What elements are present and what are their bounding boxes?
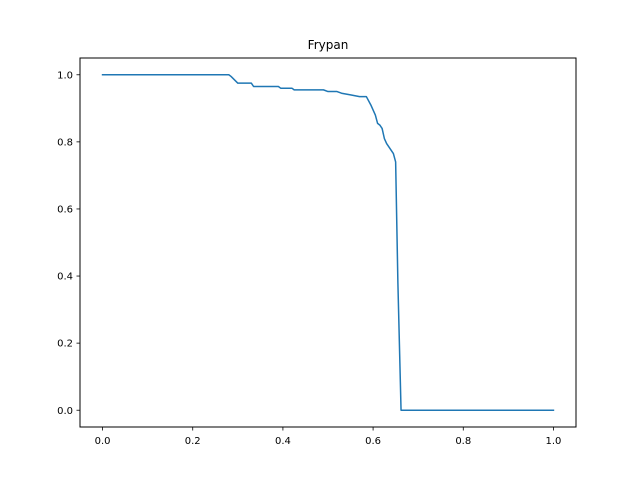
y-tick-label: 0.6 (57, 205, 73, 216)
x-tick-label: 0.2 (185, 436, 201, 447)
y-tick-label: 0.8 (57, 137, 73, 148)
y-tick-label: 1.0 (57, 70, 73, 81)
chart-title: Frypan (308, 38, 349, 52)
x-tick-label: 0.0 (95, 436, 111, 447)
y-tick-label: 0.2 (57, 339, 73, 350)
x-tick-label: 1.0 (546, 436, 562, 447)
x-tick-label: 0.4 (275, 436, 291, 447)
x-tick-label: 0.8 (455, 436, 471, 447)
axes-frame (79, 57, 577, 428)
y-tick-label: 0.0 (57, 406, 73, 417)
series-line (101, 74, 555, 411)
y-tick-label: 0.4 (57, 272, 73, 283)
x-tick-label: 0.6 (365, 436, 381, 447)
plot-area: 0.0 0.2 0.4 0.6 0.8 1.0 0.0 0.2 0.4 0.6 0.8 1.0 (57, 70, 561, 447)
